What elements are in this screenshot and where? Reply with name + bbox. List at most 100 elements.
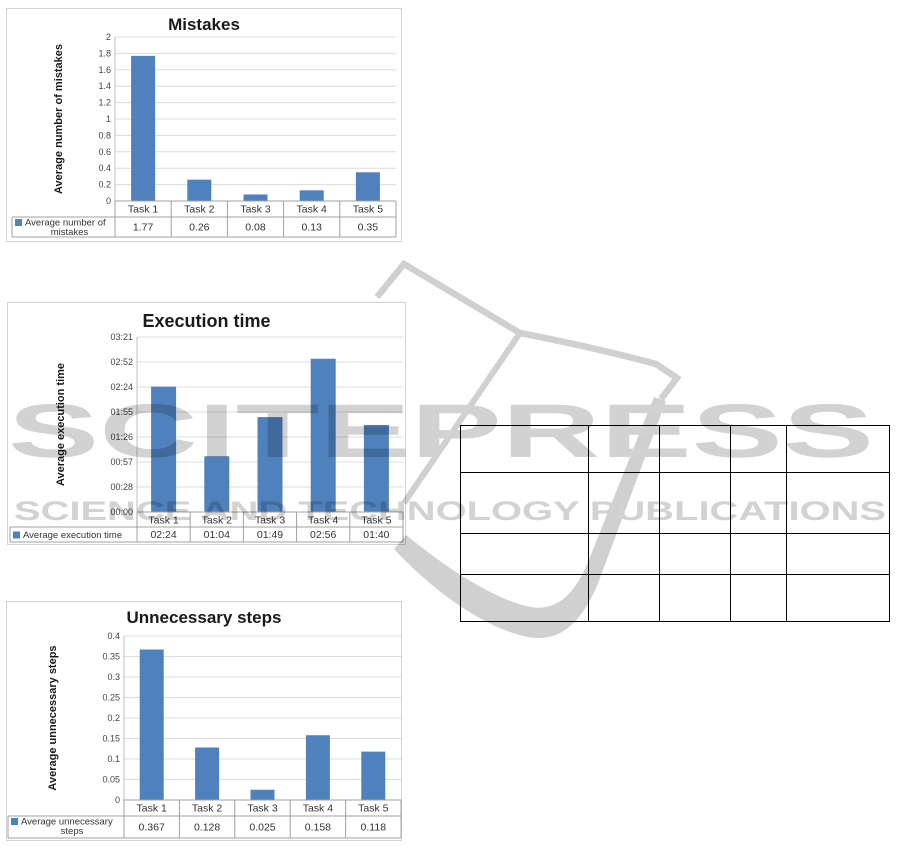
x-category-label: Task 2: [202, 515, 233, 527]
chart-frame: [6, 601, 402, 841]
x-category-label: Task 5: [361, 515, 392, 527]
x-category-label: Task 4: [308, 515, 339, 527]
y-tick-label: 0.05: [102, 775, 120, 785]
table-cell: [787, 426, 889, 473]
y-tick-label: 02:52: [110, 357, 133, 367]
y-tick-label: 0.6: [98, 147, 111, 157]
chart-unnecessary-steps: 0.4 0.35 0.3 0.25 0.2 0.15 0.1 0.05 0 Task 1 0.367…: [6, 601, 402, 841]
x-category-label: Task 2: [192, 803, 223, 815]
table-cell: [660, 426, 731, 473]
chart-title: Unnecessary steps: [127, 608, 282, 627]
data-table-value: 0.118: [361, 822, 387, 834]
x-category-label: Task 3: [255, 515, 286, 527]
y-tick-label: 00:28: [110, 482, 133, 492]
empty-results-table: [460, 425, 890, 622]
y-tick-label: 0.4: [107, 631, 120, 641]
bar-task-5: [363, 424, 389, 512]
data-table-value: 0.08: [245, 222, 266, 234]
table-cell: [660, 473, 731, 534]
table-cell: [660, 575, 731, 621]
y-tick-label: 0: [106, 196, 111, 206]
bar-task-5: [355, 172, 380, 201]
x-category-label: Task 1: [128, 204, 159, 216]
y-tick-label: 0.1: [107, 754, 120, 764]
bar-task-2: [204, 456, 230, 512]
y-tick-label: 01:26: [110, 432, 133, 442]
x-category-label: Task 5: [353, 204, 384, 216]
table-cell: [461, 473, 589, 534]
bar-task-5: [361, 751, 386, 800]
table-cell: [787, 575, 889, 621]
data-table-value: 0.13: [301, 222, 322, 234]
x-category-label: Task 3: [240, 204, 271, 216]
bar-task-4: [299, 190, 324, 201]
legend-label: Average unnecessary: [21, 817, 113, 828]
chart-mistakes: 2 1.8 1.6 1.4 1.2 1 0.8 0.6 0.4 0.2 0 Task 1 1.77 Tas…: [6, 8, 402, 242]
y-tick-label: 1.2: [98, 98, 111, 108]
table-cell: [589, 426, 660, 473]
bar-task-3: [250, 789, 275, 800]
data-table-value: 0.025: [249, 822, 275, 834]
bar-task-3: [257, 417, 283, 512]
legend-label: Average execution time: [23, 530, 122, 541]
table-cell: [731, 426, 787, 473]
y-tick-label: 02:24: [110, 382, 133, 392]
y-tick-label: 0.25: [102, 693, 120, 703]
y-tick-label: 0: [115, 795, 120, 805]
table-cell: [589, 534, 660, 575]
y-tick-label: 2: [106, 32, 111, 42]
table-cell: [731, 534, 787, 575]
table-cell: [660, 534, 731, 575]
legend-marker: [13, 531, 20, 539]
y-tick-label: 01:55: [110, 407, 133, 417]
table-cell: [731, 575, 787, 621]
legend-label: steps: [61, 826, 84, 837]
y-tick-label: 1: [106, 114, 111, 124]
y-axis-title: Average number of mistakes: [53, 44, 65, 194]
bar-task-3: [243, 194, 268, 201]
data-table-value: 01:04: [204, 529, 230, 541]
legend-marker: [11, 818, 18, 825]
bar-task-2: [195, 747, 220, 800]
y-tick-label: 00:00: [110, 507, 133, 517]
table-cell: [461, 534, 589, 575]
x-category-label: Task 2: [184, 204, 215, 216]
x-category-label: Task 5: [358, 803, 389, 815]
book-logo-outline-icon: [374, 259, 682, 401]
y-axis-title: Average unnecessary steps: [47, 645, 59, 790]
x-category-label: Task 1: [137, 803, 168, 815]
data-table-value: 0.35: [358, 222, 379, 234]
y-tick-label: 1.8: [98, 48, 111, 58]
data-table-value: 1.77: [133, 222, 154, 234]
chart-frame: [6, 8, 402, 242]
table-cell: [589, 575, 660, 621]
y-tick-label: 0.15: [102, 734, 120, 744]
data-table-value: 01:40: [363, 529, 389, 541]
bar-task-2: [187, 179, 212, 201]
data-table-value: 0.367: [139, 822, 165, 834]
table-cell: [461, 426, 589, 473]
y-tick-label: 0.2: [107, 713, 120, 723]
data-table-value: 0.158: [305, 822, 331, 834]
table-cell: [787, 534, 889, 575]
y-tick-label: 0.2: [98, 180, 111, 190]
data-table-value: 0.26: [189, 222, 210, 234]
data-table-value: 01:49: [257, 529, 283, 541]
y-tick-label: 03:21: [110, 332, 133, 342]
table-cell: [787, 473, 889, 534]
y-tick-label: 1.4: [98, 81, 111, 91]
chart-execution-time: 03:21 02:52 02:24 01:55 01:26 00:57 00:28 00:00…: [7, 302, 406, 545]
bar-task-1: [151, 386, 177, 512]
y-axis-title: Average execution time: [55, 363, 67, 486]
y-tick-label: 0.3: [107, 672, 120, 682]
bar-task-4: [310, 358, 336, 512]
y-tick-label: 0.35: [102, 652, 120, 662]
x-category-label: Task 3: [247, 803, 278, 815]
x-category-label: Task 4: [303, 803, 334, 815]
table-cell: [731, 473, 787, 534]
y-tick-label: 0.8: [98, 130, 111, 140]
chart-title: Execution time: [142, 311, 270, 331]
y-tick-label: 1.6: [98, 65, 111, 75]
bar-task-4: [305, 735, 330, 800]
